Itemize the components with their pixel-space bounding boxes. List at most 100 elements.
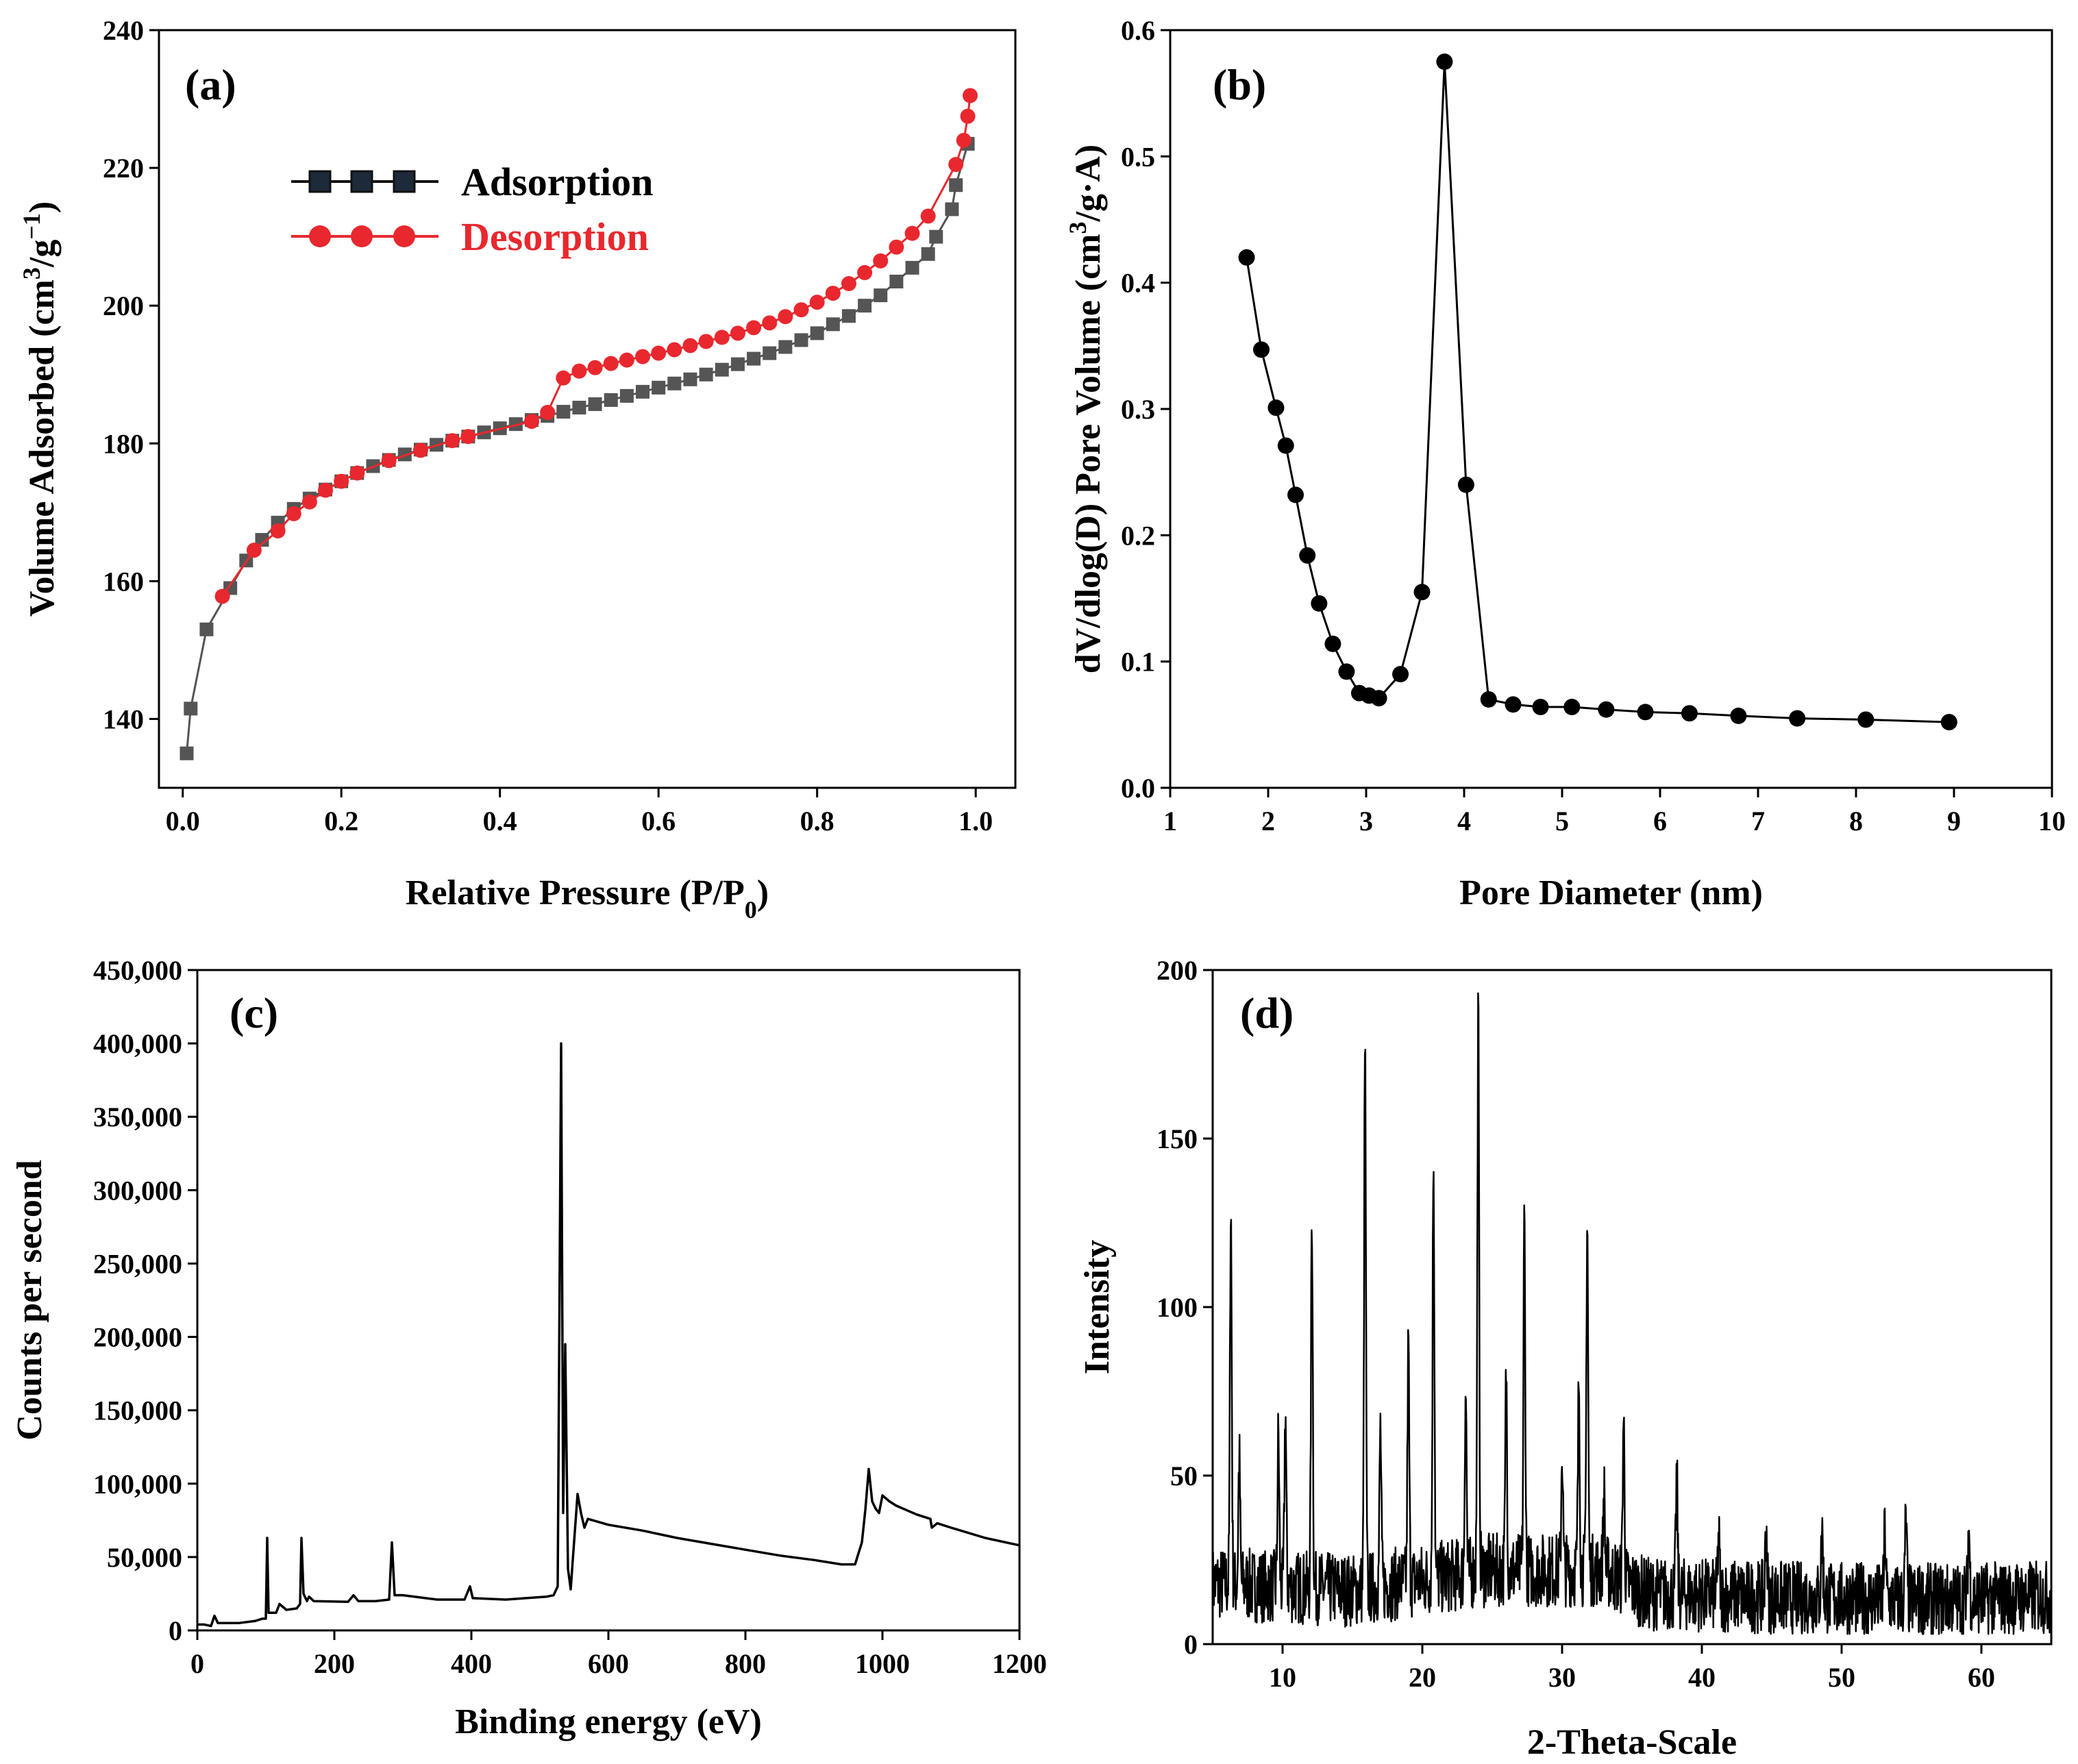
y-tick-label: 150,000 bbox=[93, 1395, 182, 1426]
data-point bbox=[199, 622, 214, 636]
y-tick-label: 100 bbox=[1156, 1292, 1198, 1323]
y-tick-label: 220 bbox=[103, 153, 144, 184]
x-tick-label: 0.6 bbox=[641, 806, 676, 836]
x-tick-label: 0.2 bbox=[324, 806, 358, 836]
x-axis-label: Binding energy (eV) bbox=[455, 1702, 762, 1741]
data-point bbox=[1532, 699, 1549, 716]
legend-marker bbox=[309, 225, 331, 247]
data-point bbox=[904, 225, 920, 241]
data-point bbox=[1287, 486, 1304, 504]
data-point bbox=[603, 356, 619, 371]
x-tick-label: 0.8 bbox=[800, 806, 834, 836]
data-point bbox=[793, 302, 809, 318]
x-tick-label: 600 bbox=[588, 1648, 629, 1679]
panel-a: 0.0 0.2 0.4 0.6 0.8 1.0 140 160 180 200 220 240 (a) R… bbox=[18, 15, 1017, 923]
legend-label: Desorption bbox=[461, 214, 649, 259]
panel-label: (c) bbox=[230, 989, 278, 1037]
legend-marker bbox=[393, 225, 415, 247]
x-tick-label: 400 bbox=[451, 1648, 492, 1679]
data-point bbox=[667, 342, 682, 358]
data-point bbox=[747, 351, 761, 366]
x-tick-label: 5 bbox=[1555, 806, 1569, 836]
y-tick-label: 350,000 bbox=[93, 1102, 182, 1132]
series-line-pore-size-distribution bbox=[1246, 60, 1949, 723]
data-point bbox=[921, 247, 935, 261]
x-tick-label: 7 bbox=[1751, 806, 1765, 836]
data-point bbox=[1324, 635, 1341, 652]
data-point bbox=[809, 295, 825, 310]
y-axis-label: dV/dlog(D) Pore Volume (cm3/g·A) bbox=[1064, 145, 1108, 673]
data-point bbox=[1940, 714, 1957, 731]
data-point bbox=[588, 397, 602, 411]
data-point bbox=[945, 202, 959, 216]
data-point bbox=[873, 253, 889, 269]
data-point bbox=[184, 701, 198, 716]
data-point bbox=[1338, 663, 1355, 680]
data-point bbox=[778, 309, 793, 325]
x-tick-label: 30 bbox=[1548, 1662, 1576, 1693]
y-axis-label: Volume Adsorbed (cm3/g−1) bbox=[18, 201, 62, 617]
data-point bbox=[920, 208, 936, 224]
data-point bbox=[1370, 690, 1387, 707]
x-tick-label: 200 bbox=[314, 1648, 355, 1679]
data-point bbox=[714, 330, 730, 345]
data-point bbox=[246, 543, 262, 558]
data-point bbox=[698, 334, 714, 349]
legend: Adsorption Desorption bbox=[291, 160, 653, 259]
x-tick-label: 40 bbox=[1688, 1662, 1716, 1693]
data-point bbox=[587, 360, 603, 375]
data-point bbox=[929, 229, 943, 244]
y-tick-label: 0.2 bbox=[1121, 520, 1155, 551]
data-point bbox=[1681, 705, 1698, 722]
data-point bbox=[746, 320, 762, 336]
data-point bbox=[889, 274, 904, 288]
y-tick-label: 140 bbox=[103, 704, 144, 734]
y-tick-label: 0.0 bbox=[1121, 773, 1155, 804]
data-point bbox=[762, 315, 778, 331]
y-tick-label: 50,000 bbox=[107, 1542, 182, 1573]
data-point bbox=[556, 405, 571, 419]
data-point bbox=[556, 370, 571, 386]
legend-marker bbox=[351, 225, 373, 247]
x-tick-label: 10 bbox=[2038, 806, 2066, 836]
data-point bbox=[1413, 584, 1431, 601]
data-point bbox=[604, 393, 618, 407]
data-point bbox=[540, 405, 556, 421]
data-point bbox=[948, 157, 964, 173]
y-tick-label: 100,000 bbox=[93, 1469, 182, 1500]
data-point bbox=[956, 132, 972, 148]
x-tick-label: 20 bbox=[1409, 1662, 1436, 1693]
x-tick-label: 800 bbox=[725, 1648, 766, 1679]
panel-label: (a) bbox=[185, 60, 236, 109]
x-tick-label: 6 bbox=[1653, 806, 1667, 836]
data-point bbox=[652, 380, 666, 395]
data-point bbox=[572, 400, 586, 414]
x-tick-label: 0.0 bbox=[166, 806, 200, 836]
data-point bbox=[445, 433, 460, 449]
data-point bbox=[763, 346, 777, 360]
y-tick-label: 0.5 bbox=[1121, 141, 1155, 172]
data-point bbox=[301, 494, 317, 510]
x-tick-label: 1.0 bbox=[958, 806, 993, 836]
y-axis-label: Counts per second bbox=[10, 1160, 49, 1440]
x-tick-label: 0.4 bbox=[483, 806, 517, 836]
x-tick-label: 1200 bbox=[992, 1648, 1047, 1679]
x-tick-label: 60 bbox=[1968, 1662, 1995, 1693]
data-point bbox=[1267, 399, 1285, 417]
data-point bbox=[682, 338, 698, 353]
y-tick-label: 180 bbox=[103, 428, 144, 459]
data-point bbox=[1730, 707, 1747, 724]
x-tick-label: 0 bbox=[190, 1648, 204, 1679]
data-point bbox=[858, 299, 872, 313]
data-point bbox=[651, 345, 667, 361]
data-point bbox=[683, 372, 697, 386]
y-tick-label: 0.6 bbox=[1121, 15, 1155, 46]
data-point bbox=[1277, 437, 1294, 454]
y-tick-label: 50 bbox=[1170, 1461, 1198, 1491]
x-tick-label: 3 bbox=[1359, 806, 1373, 836]
data-point bbox=[1311, 595, 1328, 612]
xrd-pattern-line bbox=[1211, 992, 2052, 1635]
data-point bbox=[636, 384, 650, 399]
data-point bbox=[889, 239, 904, 255]
